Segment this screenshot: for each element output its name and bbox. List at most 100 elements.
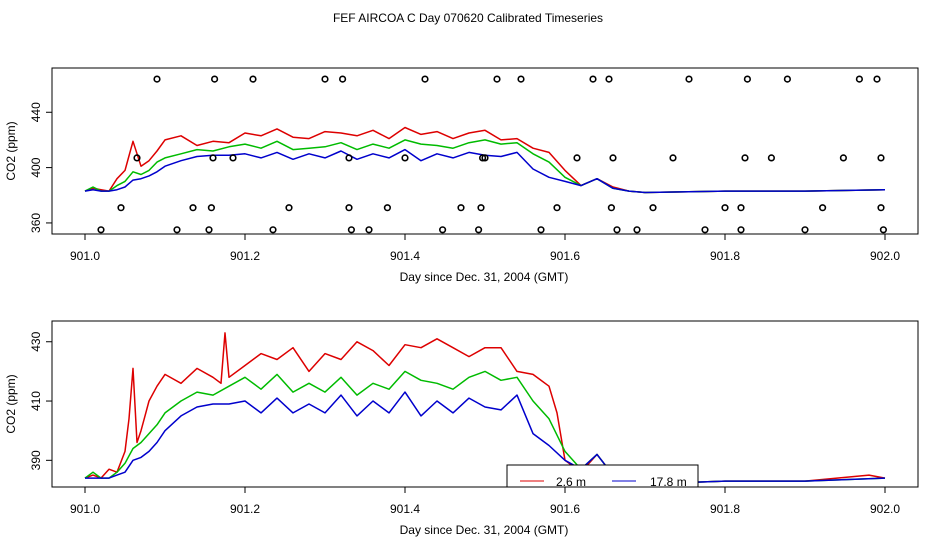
top-flag-point xyxy=(537,226,545,234)
bottom-ytick-label: 410 xyxy=(29,391,43,411)
top-flag-point xyxy=(493,75,501,83)
top-flag-point xyxy=(573,154,581,162)
top-flag-point xyxy=(877,204,885,212)
top-flag-point xyxy=(117,204,125,212)
top-flag-point xyxy=(649,204,657,212)
top-flag-point xyxy=(439,226,447,234)
top-flag-point xyxy=(701,226,709,234)
top-ylabel: CO2 (ppm) xyxy=(4,121,18,180)
top-panel: 901.0 901.2 901.4 901.6 901.8 902.0360400440 … xyxy=(4,67,919,284)
top-flag-point xyxy=(97,226,105,234)
top-flag-point xyxy=(855,75,864,83)
bottom-xtick-label: 901.2 xyxy=(230,502,260,516)
top-flag-point xyxy=(783,75,792,83)
top-flag-point xyxy=(479,154,487,162)
legend-label-2-6m: 2.6 m xyxy=(556,475,586,489)
bottom-xtick-label: 901.8 xyxy=(710,502,740,516)
top-flag-point xyxy=(189,204,197,212)
figure-title: FEF AIRCOA C Day 070620 Calibrated Times… xyxy=(333,11,603,25)
top-flag-point xyxy=(339,75,347,83)
top-flag-point xyxy=(737,226,745,234)
top-flag-point xyxy=(553,204,561,212)
bottom-xtick-label: 902.0 xyxy=(870,502,900,516)
bottom-ytick-label: 390 xyxy=(29,450,43,470)
top-flag-point xyxy=(209,154,217,162)
top-flag-point xyxy=(605,75,613,83)
bottom-xtick-label: 901.0 xyxy=(70,502,100,516)
top-flag-point xyxy=(589,75,597,83)
top-flag-point xyxy=(609,154,617,162)
top-flag-point xyxy=(517,75,525,83)
top-flag-point xyxy=(741,154,749,162)
bottom-series-line-8-0-m xyxy=(84,370,886,485)
top-flag-point xyxy=(133,154,141,162)
bottom-series-line-17-8-m xyxy=(85,391,886,485)
top-series-line-2-6-m xyxy=(84,126,886,194)
top-plot-frame xyxy=(51,67,919,235)
top-flag-point xyxy=(685,75,693,83)
top-flag-point xyxy=(207,204,215,212)
top-flag-point xyxy=(481,154,489,162)
top-flag-point xyxy=(767,154,776,162)
top-xtick-label: 901.6 xyxy=(550,249,580,263)
top-flag-point xyxy=(457,204,465,212)
legend-box xyxy=(506,464,699,488)
top-flag-point xyxy=(229,154,237,162)
top-flag-point xyxy=(873,75,881,83)
top-series-line-8-0-m xyxy=(84,139,886,194)
top-series-group xyxy=(84,75,888,234)
top-flag-point xyxy=(721,204,729,212)
top-flag-point xyxy=(743,75,752,83)
top-xtick-label: 902.0 xyxy=(870,249,900,263)
top-flag-point xyxy=(613,226,621,234)
top-flag-point xyxy=(285,204,293,212)
bottom-xlabel: Day since Dec. 31, 2004 (GMT) xyxy=(400,523,569,537)
top-flag-point xyxy=(801,226,809,234)
bottom-series-group xyxy=(84,332,886,485)
top-flag-point xyxy=(421,75,429,83)
bottom-axes: 901.0 901.2 901.4 901.6 901.8 902.0 390 410 430 xyxy=(29,331,900,516)
top-axes: 901.0 901.2 901.4 901.6 901.8 902.0 360 400 440 xyxy=(29,102,900,263)
top-flag-point xyxy=(383,204,392,212)
bottom-plot-frame xyxy=(51,320,919,488)
top-flag-point xyxy=(173,226,181,234)
top-flag-point xyxy=(607,204,616,212)
bottom-xtick-label: 901.6 xyxy=(550,502,580,516)
top-ytick-label: 360 xyxy=(29,213,43,233)
top-flag-point xyxy=(818,204,827,212)
bottom-ytick-label: 430 xyxy=(29,331,43,351)
top-ytick-label: 440 xyxy=(29,102,43,122)
top-flag-point xyxy=(477,204,485,212)
top-xtick-label: 901.4 xyxy=(390,249,420,263)
top-flag-point xyxy=(269,226,277,234)
top-flag-point xyxy=(475,226,483,234)
bottom-ylabel: CO2 (ppm) xyxy=(4,374,18,433)
top-flag-point xyxy=(345,154,353,162)
top-flag-point xyxy=(249,75,257,83)
top-xtick-label: 901.2 xyxy=(230,249,260,263)
top-flag-point xyxy=(879,226,888,234)
bottom-series-line-2-6-m xyxy=(84,332,886,485)
top-flag-point xyxy=(737,204,745,212)
top-flag-point xyxy=(365,226,373,234)
top-xtick-label: 901.0 xyxy=(70,249,100,263)
top-flag-point xyxy=(401,154,409,162)
top-flag-point xyxy=(211,75,219,83)
bottom-panel: 901.0 901.2 901.4 901.6 901.8 902.0390410430 … xyxy=(4,320,919,537)
bottom-xtick-label: 901.4 xyxy=(390,502,420,516)
top-flag-point xyxy=(321,75,329,83)
top-flag-point xyxy=(153,75,161,83)
top-flag-point xyxy=(877,154,885,162)
top-flag-point xyxy=(205,226,213,234)
legend: 2.6 m 17.8 m xyxy=(506,464,699,489)
top-flag-point xyxy=(347,226,356,234)
top-flag-point xyxy=(345,204,353,212)
top-flag-point xyxy=(839,154,848,162)
top-flag-point xyxy=(669,154,677,162)
top-xlabel: Day since Dec. 31, 2004 (GMT) xyxy=(400,270,569,284)
top-xtick-label: 901.8 xyxy=(710,249,740,263)
legend-label-17-8m: 17.8 m xyxy=(650,475,687,489)
top-flag-point xyxy=(633,226,641,234)
top-ytick-label: 400 xyxy=(29,157,43,177)
